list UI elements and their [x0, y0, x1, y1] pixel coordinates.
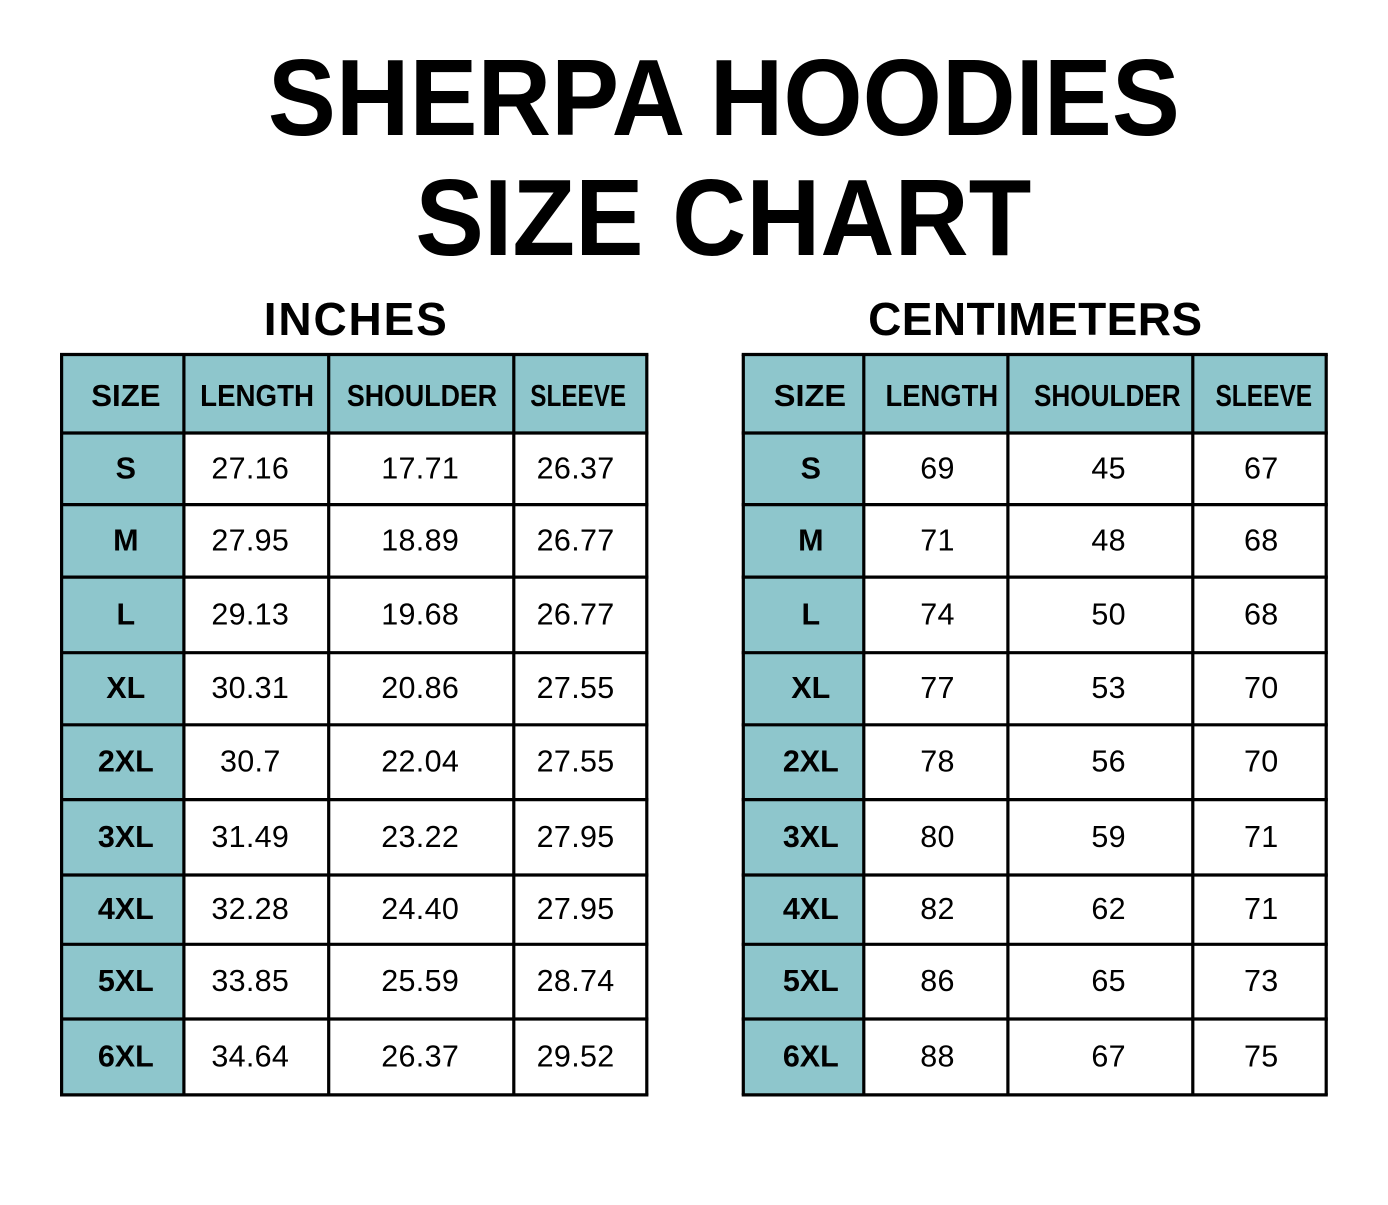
svg-text:62: 62 — [1091, 892, 1126, 926]
svg-text:71: 71 — [920, 523, 955, 557]
svg-text:33.85: 33.85 — [211, 964, 289, 998]
svg-text:88: 88 — [920, 1040, 955, 1074]
svg-text:59: 59 — [1091, 820, 1126, 854]
svg-text:45: 45 — [1091, 451, 1126, 485]
svg-text:28.74: 28.74 — [537, 964, 615, 998]
svg-text:3XL: 3XL — [98, 820, 154, 854]
svg-text:68: 68 — [1244, 523, 1279, 557]
svg-text:77: 77 — [920, 671, 955, 705]
svg-text:23.22: 23.22 — [381, 820, 459, 854]
svg-text:25.59: 25.59 — [381, 964, 459, 998]
svg-text:69: 69 — [920, 451, 955, 485]
svg-text:34.64: 34.64 — [211, 1040, 289, 1074]
svg-text:71: 71 — [1244, 892, 1279, 926]
svg-text:INCHES: INCHES — [264, 293, 447, 345]
svg-text:86: 86 — [920, 964, 955, 998]
svg-text:SHOULDER: SHOULDER — [347, 378, 497, 413]
svg-text:LENGTH: LENGTH — [886, 378, 999, 413]
svg-text:5XL: 5XL — [98, 964, 154, 998]
svg-text:70: 70 — [1244, 671, 1279, 705]
svg-text:74: 74 — [920, 597, 955, 631]
svg-text:17.71: 17.71 — [381, 451, 459, 485]
svg-text:2XL: 2XL — [98, 745, 154, 779]
svg-text:27.95: 27.95 — [537, 892, 615, 926]
svg-text:48: 48 — [1091, 523, 1126, 557]
svg-text:4XL: 4XL — [98, 892, 154, 926]
svg-text:24.40: 24.40 — [381, 892, 459, 926]
svg-text:68: 68 — [1244, 597, 1279, 631]
svg-text:26.37: 26.37 — [381, 1040, 459, 1074]
svg-text:CENTIMETERS: CENTIMETERS — [868, 293, 1202, 345]
svg-text:SHERPA HOODIES: SHERPA HOODIES — [268, 37, 1180, 159]
svg-text:67: 67 — [1091, 1040, 1126, 1074]
svg-text:56: 56 — [1091, 745, 1126, 779]
svg-text:XL: XL — [106, 671, 145, 705]
svg-text:SIZE: SIZE — [91, 378, 160, 413]
svg-text:XL: XL — [791, 671, 830, 705]
svg-text:67: 67 — [1244, 451, 1279, 485]
svg-text:27.95: 27.95 — [537, 820, 615, 854]
svg-text:22.04: 22.04 — [381, 745, 459, 779]
svg-text:S: S — [116, 451, 136, 485]
svg-text:27.16: 27.16 — [211, 451, 289, 485]
svg-text:27.55: 27.55 — [537, 671, 615, 705]
svg-text:26.77: 26.77 — [537, 597, 615, 631]
svg-text:26.77: 26.77 — [537, 523, 615, 557]
svg-text:27.95: 27.95 — [211, 523, 289, 557]
svg-text:6XL: 6XL — [98, 1040, 154, 1074]
svg-text:27.55: 27.55 — [537, 745, 615, 779]
svg-text:82: 82 — [920, 892, 955, 926]
svg-text:78: 78 — [920, 745, 955, 779]
svg-text:71: 71 — [1244, 820, 1279, 854]
svg-text:32.28: 32.28 — [211, 892, 289, 926]
svg-text:80: 80 — [920, 820, 955, 854]
svg-text:26.37: 26.37 — [537, 451, 615, 485]
svg-text:3XL: 3XL — [783, 820, 839, 854]
svg-text:L: L — [116, 597, 135, 631]
svg-text:2XL: 2XL — [783, 745, 839, 779]
svg-text:50: 50 — [1091, 597, 1126, 631]
svg-text:29.13: 29.13 — [211, 597, 289, 631]
svg-text:6XL: 6XL — [783, 1040, 839, 1074]
svg-text:M: M — [798, 523, 823, 557]
svg-text:18.89: 18.89 — [381, 523, 459, 557]
svg-text:20.86: 20.86 — [381, 671, 459, 705]
svg-text:SHOULDER: SHOULDER — [1034, 378, 1181, 413]
svg-text:SIZE CHART: SIZE CHART — [415, 157, 1031, 279]
svg-text:5XL: 5XL — [783, 964, 839, 998]
svg-text:4XL: 4XL — [783, 892, 839, 926]
svg-text:SLEEVE: SLEEVE — [1215, 378, 1312, 413]
svg-text:65: 65 — [1091, 964, 1126, 998]
svg-text:SLEEVE: SLEEVE — [530, 378, 626, 413]
svg-text:53: 53 — [1091, 671, 1126, 705]
svg-text:SIZE: SIZE — [774, 378, 846, 413]
svg-text:70: 70 — [1244, 745, 1279, 779]
svg-text:M: M — [113, 523, 138, 557]
svg-text:29.52: 29.52 — [537, 1040, 615, 1074]
svg-text:L: L — [801, 597, 820, 631]
svg-text:75: 75 — [1244, 1040, 1279, 1074]
svg-text:30.7: 30.7 — [220, 745, 281, 779]
svg-text:31.49: 31.49 — [211, 820, 289, 854]
svg-text:S: S — [801, 451, 821, 485]
svg-text:73: 73 — [1244, 964, 1279, 998]
svg-text:30.31: 30.31 — [211, 671, 289, 705]
svg-text:LENGTH: LENGTH — [200, 378, 314, 413]
svg-text:19.68: 19.68 — [381, 597, 459, 631]
